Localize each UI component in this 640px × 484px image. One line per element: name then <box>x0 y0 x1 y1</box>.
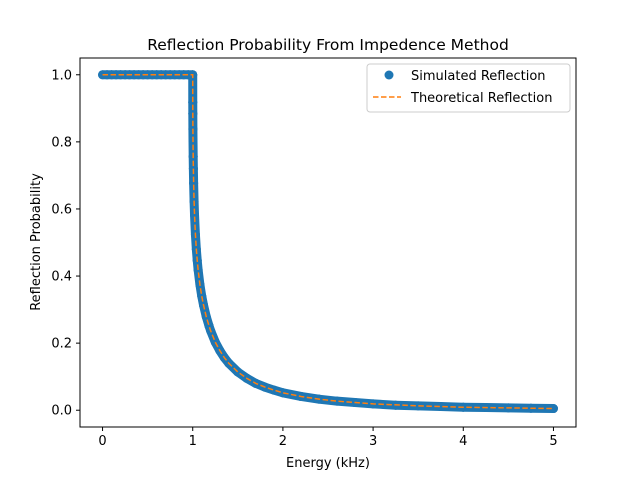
legend-marker-simulated <box>385 71 394 80</box>
legend-label-theoretical: Theoretical Reflection <box>410 91 552 106</box>
x-tick-label: 2 <box>279 434 287 449</box>
y-tick-label: 0.4 <box>51 270 72 285</box>
y-tick-label: 0.2 <box>51 337 72 352</box>
y-tick-label: 1.0 <box>51 68 72 83</box>
chart-title: Reflection Probability From Impedence Me… <box>147 36 509 54</box>
x-tick-label: 5 <box>549 434 557 449</box>
x-tick-label: 1 <box>189 434 197 449</box>
x-axis-label: Energy (kHz) <box>286 456 370 471</box>
y-axis-label: Reflection Probability <box>29 173 44 311</box>
y-tick-label: 0.6 <box>51 202 72 217</box>
legend-label-simulated: Simulated Reflection <box>411 69 546 84</box>
x-tick-label: 0 <box>98 434 106 449</box>
x-tick-label: 3 <box>369 434 377 449</box>
x-tick-label: 4 <box>459 434 467 449</box>
legend: Simulated Reflection Theoretical Reflect… <box>367 64 570 112</box>
y-tick-label: 0.8 <box>51 135 72 150</box>
y-tick-label: 0.0 <box>51 404 72 419</box>
